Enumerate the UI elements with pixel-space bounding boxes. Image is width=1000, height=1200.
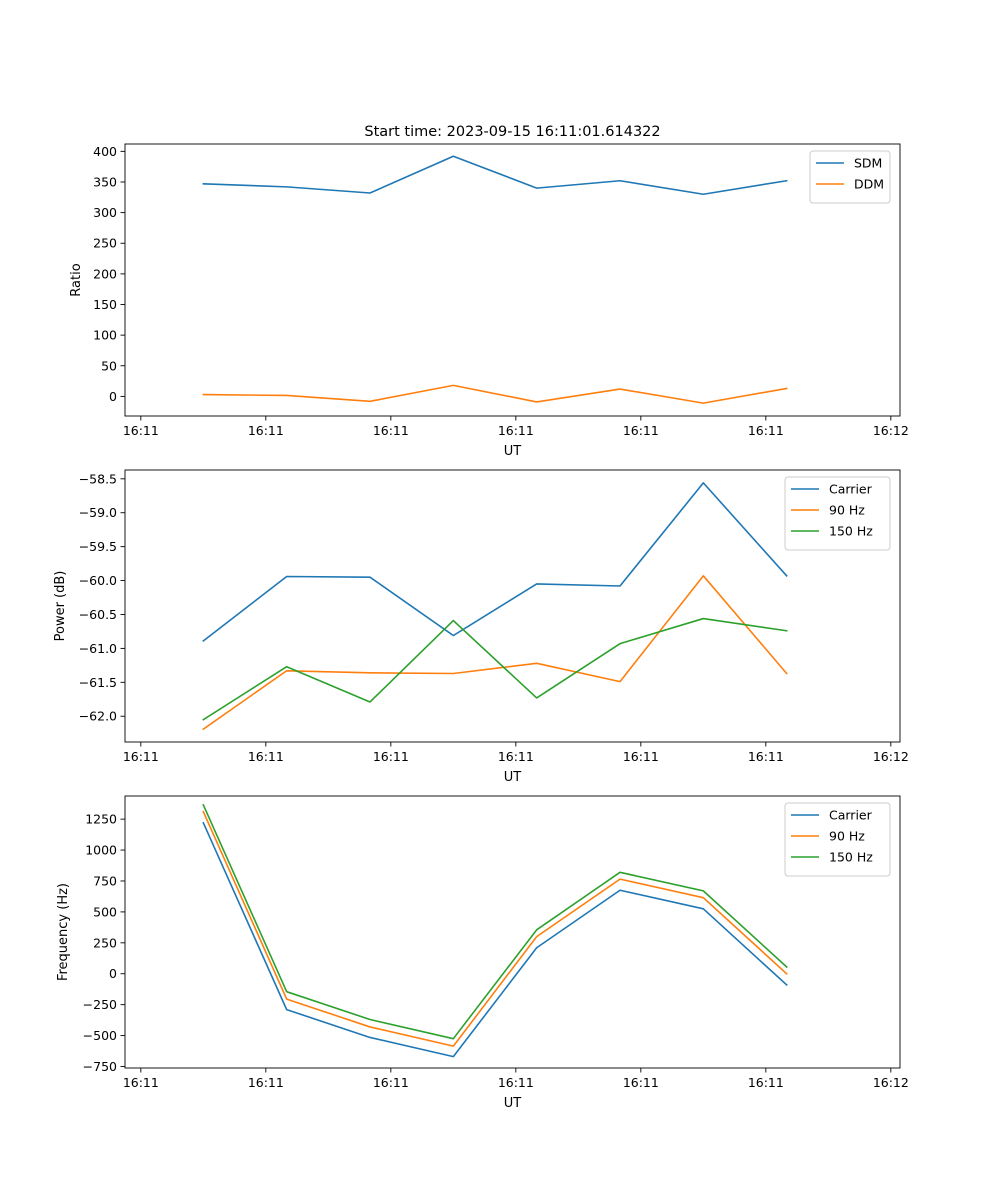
x-tick-label: 16:11 — [248, 1075, 284, 1090]
y-tick-label: −250 — [83, 997, 117, 1012]
x-tick-label: 16:11 — [498, 749, 534, 764]
legend: SDM DDM — [809, 150, 891, 204]
frequency-panel: 16:11 16:11 16:11 16:11 16:11 16:11 16:12 −750 −… — [56, 795, 909, 1111]
legend-label: SDM — [854, 156, 882, 171]
axes-frame — [124, 143, 901, 417]
y-axis-label: Ratio — [69, 263, 84, 296]
axes-frame — [124, 795, 901, 1069]
ratio-panel: 16:11 16:11 16:11 16:11 16:11 16:11 16:12 0 50 10… — [69, 143, 909, 459]
legend-label: 90 Hz — [829, 503, 865, 518]
y-tick-label: −500 — [83, 1028, 117, 1043]
series-line-150-hz — [202, 617, 788, 721]
series-line-carrier — [202, 821, 788, 1058]
series-line-90-hz — [202, 575, 788, 731]
legend-label: DDM — [854, 177, 884, 192]
y-tick-label: −750 — [83, 1059, 117, 1074]
y-tick-label: −60.0 — [79, 573, 117, 588]
y-tick-label: −62.0 — [79, 709, 117, 724]
y-tick-label: −59.0 — [79, 505, 117, 520]
y-tick-label: 150 — [93, 297, 117, 312]
y-tick-label: 750 — [93, 873, 117, 888]
y-tick-label: −58.5 — [79, 471, 117, 486]
x-tick-label: 16:11 — [623, 423, 659, 438]
x-tick-label: 16:11 — [373, 1075, 409, 1090]
legend-label: 90 Hz — [829, 829, 865, 844]
x-axis-label: UT — [504, 770, 522, 785]
x-tick-label: 16:12 — [873, 749, 909, 764]
figure-title: Start time: 2023-09-15 16:11:01.614322 — [364, 124, 660, 140]
y-tick-label: 350 — [93, 174, 117, 189]
x-tick-label: 16:11 — [373, 423, 409, 438]
x-tick-label: 16:12 — [873, 1075, 909, 1090]
y-tick-label: 200 — [93, 266, 117, 281]
x-tick-label: 16:12 — [873, 423, 909, 438]
y-tick-label: 250 — [93, 236, 117, 251]
legend: Carrier 90 Hz 150 Hz — [784, 802, 891, 877]
x-tick-label: 16:11 — [123, 1075, 159, 1090]
x-tick-label: 16:11 — [498, 1075, 534, 1090]
x-tick-label: 16:11 — [748, 749, 784, 764]
x-tick-label: 16:11 — [748, 1075, 784, 1090]
legend-label: Carrier — [829, 482, 873, 497]
y-tick-label: −61.0 — [79, 641, 117, 656]
legend: Carrier 90 Hz 150 Hz — [784, 476, 891, 551]
y-tick-label: 0 — [109, 389, 117, 404]
y-axis-label: Power (dB) — [53, 571, 68, 642]
x-tick-label: 16:11 — [123, 423, 159, 438]
x-tick-label: 16:11 — [123, 749, 159, 764]
series-line-carrier — [202, 482, 788, 643]
y-tick-label: 500 — [93, 904, 117, 919]
x-tick-label: 16:11 — [498, 423, 534, 438]
series-line-90-hz — [202, 810, 788, 1047]
legend-label: Carrier — [829, 808, 873, 823]
y-tick-label: −61.5 — [79, 675, 117, 690]
power-panel: 16:11 16:11 16:11 16:11 16:11 16:11 16:12 −62.0… — [53, 469, 909, 785]
x-tick-label: 16:11 — [623, 1075, 659, 1090]
series-line-sdm — [202, 155, 788, 196]
x-tick-label: 16:11 — [373, 749, 409, 764]
x-axis-label: UT — [504, 1096, 522, 1111]
legend-frame — [809, 150, 891, 204]
y-tick-label: 1000 — [85, 843, 117, 858]
y-tick-label: 250 — [93, 935, 117, 950]
x-tick-label: 16:11 — [248, 423, 284, 438]
y-tick-label: 100 — [93, 328, 117, 343]
y-tick-label: 0 — [109, 966, 117, 981]
x-axis-label: UT — [504, 444, 522, 459]
series-line-150-hz — [202, 803, 788, 1040]
series-line-ddm — [202, 384, 788, 404]
y-tick-label: 50 — [101, 358, 117, 373]
y-tick-label: 300 — [93, 205, 117, 220]
legend-label: 150 Hz — [829, 524, 873, 539]
y-tick-label: 400 — [93, 144, 117, 159]
y-axis-label: Frequency (Hz) — [56, 883, 71, 981]
y-tick-label: −60.5 — [79, 607, 117, 622]
y-tick-label: 1250 — [85, 812, 117, 827]
legend-label: 150 Hz — [829, 850, 873, 865]
x-tick-label: 16:11 — [748, 423, 784, 438]
x-tick-label: 16:11 — [248, 749, 284, 764]
axes-frame — [124, 469, 901, 743]
y-tick-label: −59.5 — [79, 539, 117, 554]
x-tick-label: 16:11 — [623, 749, 659, 764]
